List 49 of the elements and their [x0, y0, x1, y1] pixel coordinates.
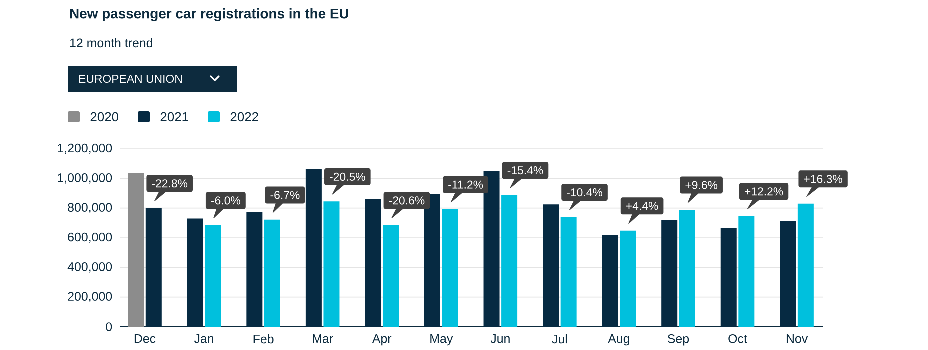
- bar: [128, 173, 144, 327]
- legend-label: 2022: [230, 112, 258, 122]
- annotation: +4.4%: [626, 202, 658, 210]
- annotation: -20.5%: [330, 172, 366, 182]
- annotation: +9.6%: [686, 181, 718, 190]
- annotation: -22.8%: [152, 180, 188, 188]
- bar: [679, 210, 696, 327]
- x-tick-label: Sep: [668, 334, 690, 346]
- x-tick-label: Nov: [786, 334, 808, 344]
- x-tick-label: May: [430, 334, 454, 346]
- chart-title: New passenger car registrations in the EU: [70, 8, 348, 22]
- y-tick-label: 400,000: [68, 262, 112, 273]
- annotation: -11.2%: [448, 180, 484, 189]
- x-tick-label: Jan: [194, 334, 214, 344]
- x-tick-label: Mar: [313, 334, 334, 344]
- bar: [560, 217, 577, 327]
- y-tick-label: 800,000: [68, 203, 112, 214]
- bar: [205, 225, 222, 327]
- bar: [502, 195, 518, 327]
- bar: [442, 210, 458, 327]
- annotation: -6.7%: [270, 191, 300, 200]
- x-tick-label: Feb: [254, 334, 274, 344]
- chart-subtitle: 12 month trend: [70, 38, 152, 48]
- x-tick-label: Dec: [134, 334, 156, 344]
- legend-label: 2021: [160, 112, 188, 122]
- bar: [324, 202, 340, 327]
- text: EUROPEAN UNION: [79, 74, 182, 84]
- y-tick-label: 200,000: [68, 292, 112, 302]
- x-tick-label: Aug: [608, 334, 630, 346]
- annotation: -10.4%: [567, 188, 603, 197]
- y-tick-label: 1,000,000: [58, 174, 112, 184]
- annotation: -20.6%: [389, 196, 425, 205]
- annotation: -6.0%: [211, 196, 240, 205]
- x-tick-label: Apr: [372, 334, 392, 346]
- annotation: +16.3%: [804, 175, 842, 184]
- bar: [264, 220, 280, 327]
- x-tick-label: Jul: [552, 334, 568, 344]
- annotation: +12.2%: [745, 188, 784, 196]
- x-tick-label: Oct: [728, 334, 748, 344]
- bar: [738, 216, 755, 327]
- bar: [798, 204, 814, 327]
- x-tick-label: Jun: [490, 334, 510, 344]
- y-tick-label: 1,200,000: [58, 144, 112, 154]
- bar: [382, 225, 399, 327]
- y-tick-label: 0: [106, 322, 112, 332]
- legend-label: 2020: [90, 112, 119, 122]
- annotation: -15.4%: [508, 166, 544, 175]
- bar: [620, 230, 636, 327]
- y-tick-label: 600,000: [68, 232, 112, 244]
